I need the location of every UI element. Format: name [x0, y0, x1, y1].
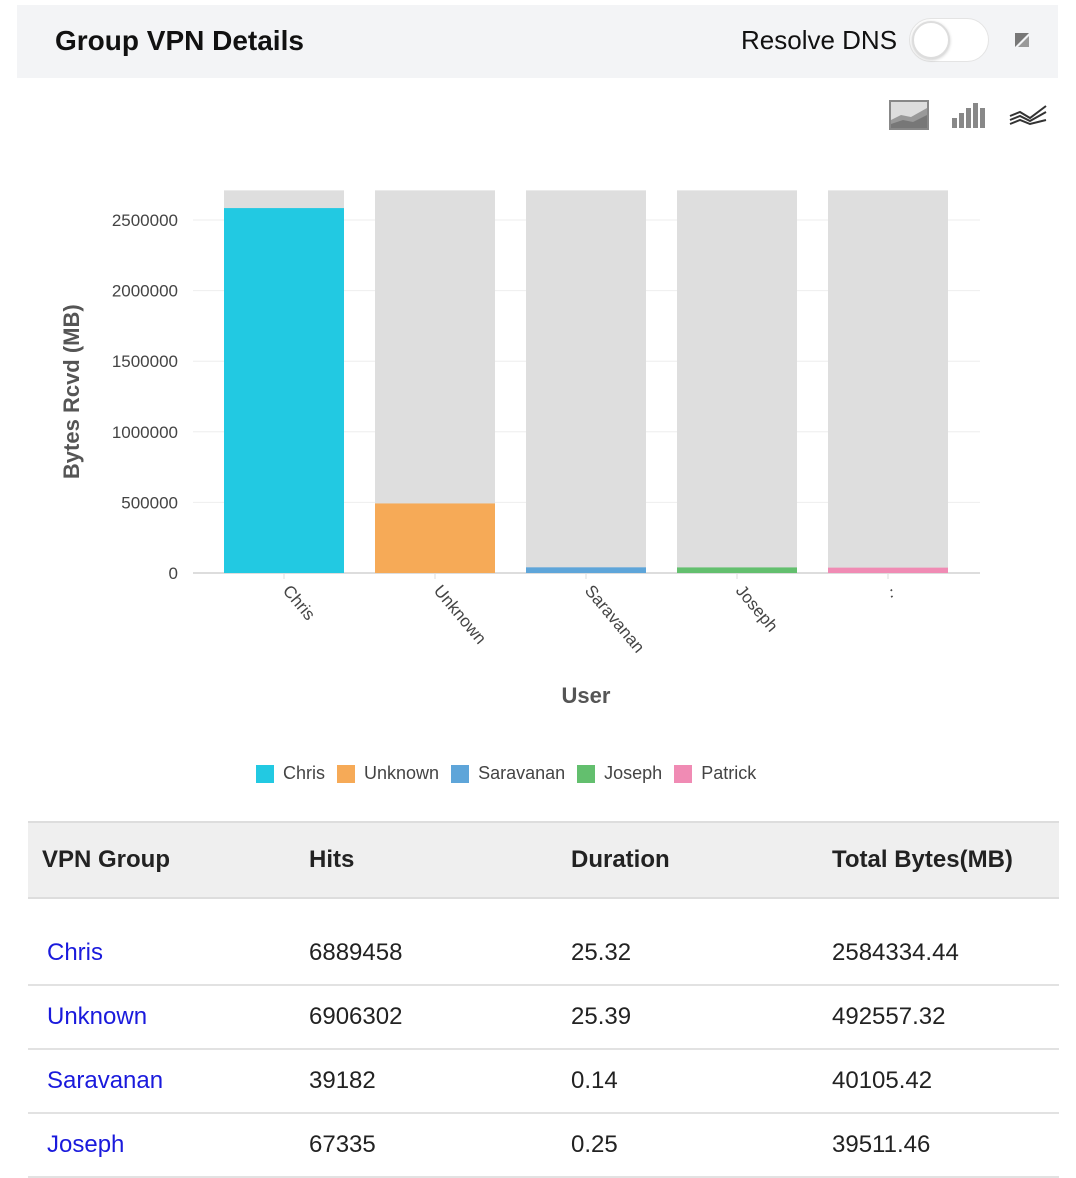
toggle-knob — [912, 21, 950, 59]
table-row: Joseph 67335 0.25 39511.46 — [28, 1113, 1059, 1177]
column-header-hits[interactable]: Hits — [309, 846, 355, 873]
table-row: Unknown 6906302 25.39 492557.32 — [28, 985, 1059, 1049]
legend-label: Patrick — [701, 763, 757, 783]
bar-joseph[interactable] — [677, 567, 797, 573]
cell: 39511.46 — [832, 1131, 931, 1158]
bar-chart-icon[interactable] — [950, 100, 990, 130]
vpn-group-link[interactable]: Unknown — [47, 1003, 148, 1030]
legend-label: Unknown — [364, 763, 440, 783]
resolve-dns-toggle[interactable] — [909, 18, 989, 62]
y-axis-label: Bytes Rcvd (MB) — [59, 304, 84, 479]
cell: 39182 — [309, 1067, 376, 1094]
vpn-group-table: VPN Group Hits Duration Total Bytes(MB) … — [28, 821, 1059, 1178]
bar-chart: 0 500000 1000000 1500000 2000000 2500000 Bytes… — [59, 190, 980, 708]
legend-item-joseph[interactable]: Joseph — [577, 763, 662, 784]
bar-unknown[interactable] — [375, 503, 495, 573]
line-chart-icon[interactable] — [1008, 100, 1048, 130]
table-header-row: VPN Group Hits Duration Total Bytes(MB) — [28, 822, 1059, 898]
cell: 0.25 — [571, 1131, 618, 1158]
legend-item-unknown[interactable]: Unknown — [337, 763, 439, 784]
table-row: Chris 6889458 25.32 2584334.44 — [28, 898, 1059, 985]
page-title: Group VPN Details — [55, 25, 304, 56]
x-tick-label: Saravanan — [581, 581, 648, 656]
x-tick-label: ·. — [883, 581, 904, 601]
x-tick-label: Unknown — [430, 581, 490, 648]
bar-chris[interactable] — [224, 208, 344, 573]
x-tick-label: Chris — [279, 581, 319, 624]
legend-label: Joseph — [604, 763, 663, 783]
cell: 67335 — [309, 1131, 376, 1158]
cell-vpn-group: Joseph — [28, 1113, 309, 1177]
bar-background — [828, 190, 948, 573]
legend-swatch — [337, 764, 356, 783]
legend-item-saravanan[interactable]: Saravanan — [451, 763, 565, 784]
panel-header: Group VPN Details Resolve DNS — [17, 5, 1058, 78]
table-row: Saravanan 39182 0.14 40105.42 — [28, 1049, 1059, 1113]
cell: 40105.42 — [832, 1067, 933, 1094]
legend-label: Saravanan — [478, 763, 566, 783]
y-tick-label: 2500000 — [112, 211, 178, 230]
y-tick-label: 1500000 — [112, 352, 178, 371]
legend-swatch — [256, 764, 274, 783]
y-tick-label: 2000000 — [112, 282, 178, 301]
cell-vpn-group: Saravanan — [28, 1049, 309, 1113]
column-header-total-bytes[interactable]: Total Bytes(MB) — [832, 846, 1013, 873]
bar-patrick[interactable] — [828, 567, 948, 573]
y-tick-label: 0 — [169, 564, 178, 583]
bar-saravanan[interactable] — [526, 567, 646, 573]
legend-swatch — [674, 764, 693, 783]
cell: 6906302 — [309, 1003, 403, 1030]
cell: 2584334.44 — [832, 939, 959, 966]
resolve-dns-label: Resolve DNS — [741, 25, 898, 55]
bar-background — [526, 190, 646, 573]
column-header-duration[interactable]: Duration — [571, 846, 670, 873]
x-tick-label: Joseph — [732, 581, 782, 635]
vpn-group-link[interactable]: Saravanan — [47, 1067, 164, 1094]
vpn-group-link[interactable]: Chris — [47, 939, 104, 966]
area-chart-icon[interactable] — [889, 100, 929, 130]
cell: 492557.32 — [832, 1003, 946, 1030]
expand-icon[interactable] — [1015, 33, 1029, 47]
legend-item-patrick[interactable]: Patrick — [674, 763, 756, 784]
vpn-group-link[interactable]: Joseph — [47, 1131, 125, 1158]
cell: 0.14 — [571, 1067, 618, 1094]
chart-legend: Chris Unknown Saravanan Joseph Patrick — [256, 763, 768, 784]
y-tick-label: 500000 — [121, 493, 178, 512]
cell: 25.39 — [571, 1003, 632, 1030]
legend-swatch — [451, 764, 470, 783]
column-header-vpn-group[interactable]: VPN Group — [42, 846, 171, 873]
cell: 25.32 — [571, 939, 632, 966]
cell: 6889458 — [309, 939, 403, 966]
legend-item-chris[interactable]: Chris — [256, 763, 325, 784]
legend-swatch — [577, 764, 596, 783]
legend-label: Chris — [283, 763, 326, 783]
cell-vpn-group: Chris — [28, 898, 309, 985]
bar-background — [677, 190, 797, 573]
cell-vpn-group: Unknown — [28, 985, 309, 1049]
x-axis-label: User — [562, 683, 611, 708]
y-tick-label: 1000000 — [112, 423, 178, 442]
